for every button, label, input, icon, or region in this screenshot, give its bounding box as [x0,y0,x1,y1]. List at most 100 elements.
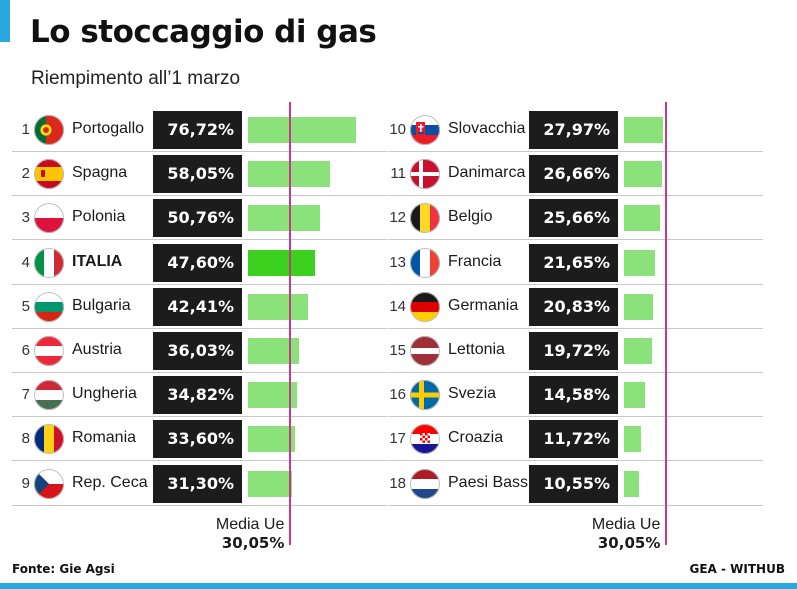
belgium-flag-icon [410,203,440,234]
country-label: Polonia [72,208,126,226]
eu-average-label: Media Ue 30,05% [180,516,284,552]
croatia-flag-icon [410,424,440,455]
country-label: Slovacchia [448,120,526,137]
bar [248,117,357,143]
france-flag-icon [410,247,440,278]
value-label: 31,30% [153,464,242,503]
rank-label: 5 [21,297,30,315]
country-label: Bulgaria [72,296,131,314]
chart-column-right: 10 Slovacchia 27,97% 11 Danimarca 26,66% 12 Bel… [388,102,763,552]
chart-subtitle: Riempimento all’1 marzo [31,68,241,89]
rank-label: 4 [21,253,30,271]
table-row: 6 Austria 36,03% [12,329,387,373]
table-row: 14 Germania 20,83% [388,285,763,329]
eu-average-title: Media Ue [215,516,285,533]
denmark-flag-icon [410,159,440,190]
bar [624,338,652,364]
table-row: 12 Belgio 25,66% [388,196,763,241]
eu-average-value: 30,05% [221,534,285,552]
poland-flag-icon [34,203,64,234]
table-row: 5 Bulgaria 42,41% [12,285,387,329]
table-row: 3 Polonia 50,76% [12,196,387,241]
country-label: Svezia [448,385,497,403]
germany-flag-icon [410,291,440,322]
rank-label: 6 [21,342,30,359]
eu-average-line [665,102,668,545]
table-row: 15 Lettonia 19,72% [388,329,763,373]
credit-note: GEA - WITHUB [689,562,786,576]
table-row: 18 Paesi Bassi 10,55% [388,462,763,506]
rank-label: 8 [21,430,30,448]
country-label: Spagna [72,164,128,182]
bar [624,205,661,232]
table-row: 16 Svezia 14,58% [388,373,763,418]
bar [248,470,293,497]
bar [624,293,654,320]
country-label: Romania [72,429,137,447]
table-row: 11 Danimarca 26,66% [388,152,763,197]
value-label: 25,66% [529,199,618,238]
rank-label: 13 [389,253,406,271]
country-label: Ungheria [72,385,137,403]
value-label: 47,60% [153,243,242,282]
rank-label: 9 [21,474,30,492]
bar [624,382,645,409]
country-label: Lettonia [448,341,505,358]
value-label: 34,82% [153,376,242,415]
rank-label: 18 [389,474,406,492]
table-row: 13 Francia 21,65% [388,241,763,285]
rank-label: 12 [389,209,406,227]
country-label: Danimarca [448,164,526,182]
italy-flag-icon [34,247,64,278]
latvia-flag-icon [410,336,440,366]
table-row: 2 Spagna 58,05% [12,152,387,197]
rank-label: 2 [21,165,30,183]
eu-average-title: Media Ue [591,516,661,533]
bar [248,249,316,276]
austria-flag-icon [34,336,64,366]
eu-average-value: 30,05% [597,534,661,552]
czechia-flag-icon [34,468,64,499]
spain-flag-icon [34,159,64,190]
hungary-flag-icon [34,380,64,411]
value-label: 26,66% [529,155,618,194]
footer-strip [0,583,797,589]
portugal-flag-icon [34,115,64,145]
country-label: Paesi Bassi [448,473,532,491]
bar [624,470,639,497]
country-label: Belgio [448,208,493,226]
slovakia-flag-icon [410,115,440,145]
country-label: Rep. Ceca [72,473,148,491]
value-label: 42,41% [153,287,242,326]
rank-label: 1 [21,121,30,138]
rank-label: 15 [389,342,406,359]
eu-average-label: Media Ue 30,05% [556,516,660,552]
country-label: Portogallo [72,120,145,137]
netherlands-flag-icon [410,468,440,499]
bar [248,161,330,188]
bar [624,117,664,143]
rank-label: 3 [21,209,30,227]
value-label: 76,72% [153,111,242,149]
bulgaria-flag-icon [34,291,64,322]
table-row: 4 ITALIA 47,60% [12,241,387,285]
source-note: Fonte: Gie Agsi [12,562,115,576]
country-label: Germania [448,296,519,314]
bar [624,426,641,453]
table-row: 9 Rep. Ceca 31,30% [12,462,387,506]
value-label: 27,97% [529,111,618,149]
table-row: 8 Romania 33,60% [12,417,387,462]
value-label: 33,60% [153,420,242,459]
table-row: 1 Portogallo 76,72% [12,108,387,152]
bar [248,426,296,453]
rank-label: 11 [390,165,406,183]
table-row: 10 Slovacchia 27,97% [388,108,763,152]
value-label: 21,65% [529,243,618,282]
chart-title: Lo stoccaggio di gas [30,14,377,50]
rank-label: 17 [389,430,406,448]
country-label: Croazia [448,429,504,447]
eu-average-line [289,102,292,545]
value-label: 58,05% [153,155,242,194]
bar [248,382,298,409]
bar [248,205,320,232]
